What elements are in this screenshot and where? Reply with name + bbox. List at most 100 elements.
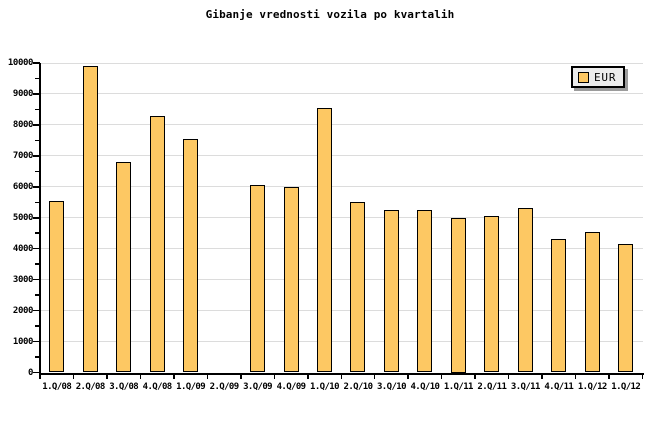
y-minor-tick (35, 201, 40, 204)
x-tick-label: 3.Q/08 (109, 382, 139, 392)
x-tick-label: 3.Q/11 (510, 382, 541, 392)
bar (283, 186, 299, 373)
y-tick-label: 2000 (12, 305, 33, 316)
gridline (40, 341, 643, 343)
bar (551, 239, 567, 373)
x-tick-label: 4.Q/08 (142, 382, 173, 392)
bar (417, 210, 433, 373)
x-tick-label: 4.Q/11 (544, 382, 574, 392)
x-tick-label: 1.Q/12 (577, 382, 608, 392)
y-minor-tick (35, 232, 40, 234)
x-tick-label: 2.Q/08 (75, 382, 106, 392)
y-minor-tick (35, 108, 40, 111)
gridline (40, 217, 643, 219)
bar (584, 231, 600, 373)
y-major-tick (33, 247, 40, 250)
x-tick (474, 374, 476, 379)
x-tick-label: 1.Q/12 (611, 382, 641, 392)
x-tick (407, 374, 409, 379)
x-tick-label: 1.Q/09 (176, 382, 206, 392)
y-major-tick (33, 217, 40, 219)
x-tick (39, 374, 41, 379)
x-tick (507, 374, 510, 379)
x-tick (106, 374, 108, 379)
bar (350, 202, 366, 373)
x-tick (373, 374, 376, 379)
gridline (40, 310, 643, 312)
y-minor-tick (35, 294, 40, 296)
x-tick (574, 374, 577, 379)
y-tick-label: 9000 (12, 88, 33, 99)
x-tick (608, 374, 610, 379)
y-tick-label: 1000 (12, 336, 33, 347)
gridline (40, 155, 643, 157)
x-tick (307, 374, 309, 379)
bar (484, 216, 500, 373)
bar (250, 185, 266, 373)
y-minor-tick (35, 170, 40, 173)
y-major-tick (33, 340, 40, 343)
gridline (40, 248, 643, 250)
x-tick (139, 374, 142, 379)
legend-label: EUR (594, 70, 617, 84)
x-tick (240, 374, 242, 379)
bar (618, 244, 634, 373)
bar (383, 210, 399, 373)
x-tick (206, 374, 209, 379)
y-minor-tick (35, 356, 40, 358)
y-minor-tick (35, 77, 40, 80)
x-tick (72, 374, 75, 379)
y-minor-tick (35, 263, 40, 265)
x-tick (340, 374, 342, 379)
gridline (40, 93, 643, 95)
x-axis-line (38, 372, 644, 375)
x-tick-label: 1.Q/11 (443, 382, 474, 392)
legend-swatch-icon (578, 71, 589, 83)
x-tick-label: 1.Q/10 (310, 382, 340, 392)
y-major-tick (33, 186, 40, 188)
y-tick-label: 8000 (12, 119, 33, 130)
x-tick-label: 2.Q/09 (209, 382, 240, 392)
y-tick-label: 0 (27, 367, 33, 378)
x-tick-label: 4.Q/09 (276, 382, 307, 392)
y-major-tick (33, 124, 40, 126)
bar (49, 200, 65, 373)
y-tick-label: 7000 (12, 150, 33, 161)
gridline (40, 62, 643, 64)
bar (450, 217, 466, 373)
y-tick-label: 3000 (12, 274, 33, 285)
x-tick (541, 374, 543, 379)
legend: EUR (571, 66, 625, 88)
bar (317, 107, 332, 373)
x-tick-label: 4.Q/10 (410, 382, 440, 392)
y-tick-label: 5000 (12, 212, 33, 223)
bar (517, 208, 533, 373)
y-tick-label: 6000 (12, 181, 33, 192)
bar (82, 66, 98, 373)
x-tick (440, 374, 443, 379)
y-major-tick (33, 62, 40, 64)
y-major-tick (33, 278, 40, 281)
bar (116, 162, 132, 373)
y-major-tick (33, 93, 40, 95)
x-tick (173, 374, 175, 379)
y-major-tick (33, 155, 40, 157)
x-tick-label: 2.Q/11 (477, 382, 507, 392)
bar (183, 138, 199, 373)
x-tick-label: 2.Q/10 (343, 382, 374, 392)
gridline (40, 124, 643, 126)
x-tick-label: 3.Q/09 (243, 382, 273, 392)
bar (149, 115, 165, 373)
x-tick-label: 3.Q/10 (376, 382, 407, 392)
y-tick-label: 4000 (12, 243, 33, 254)
y-major-tick (33, 309, 40, 312)
y-axis-line (38, 63, 41, 375)
y-minor-tick (35, 325, 40, 327)
y-major-tick (33, 371, 40, 374)
x-tick (641, 374, 644, 379)
x-tick (273, 374, 276, 379)
y-tick-label: 10000 (7, 58, 33, 68)
x-tick-label: 1.Q/08 (42, 382, 72, 392)
chart-title: Gibanje vrednosti vozila po kvartalih (205, 8, 455, 21)
